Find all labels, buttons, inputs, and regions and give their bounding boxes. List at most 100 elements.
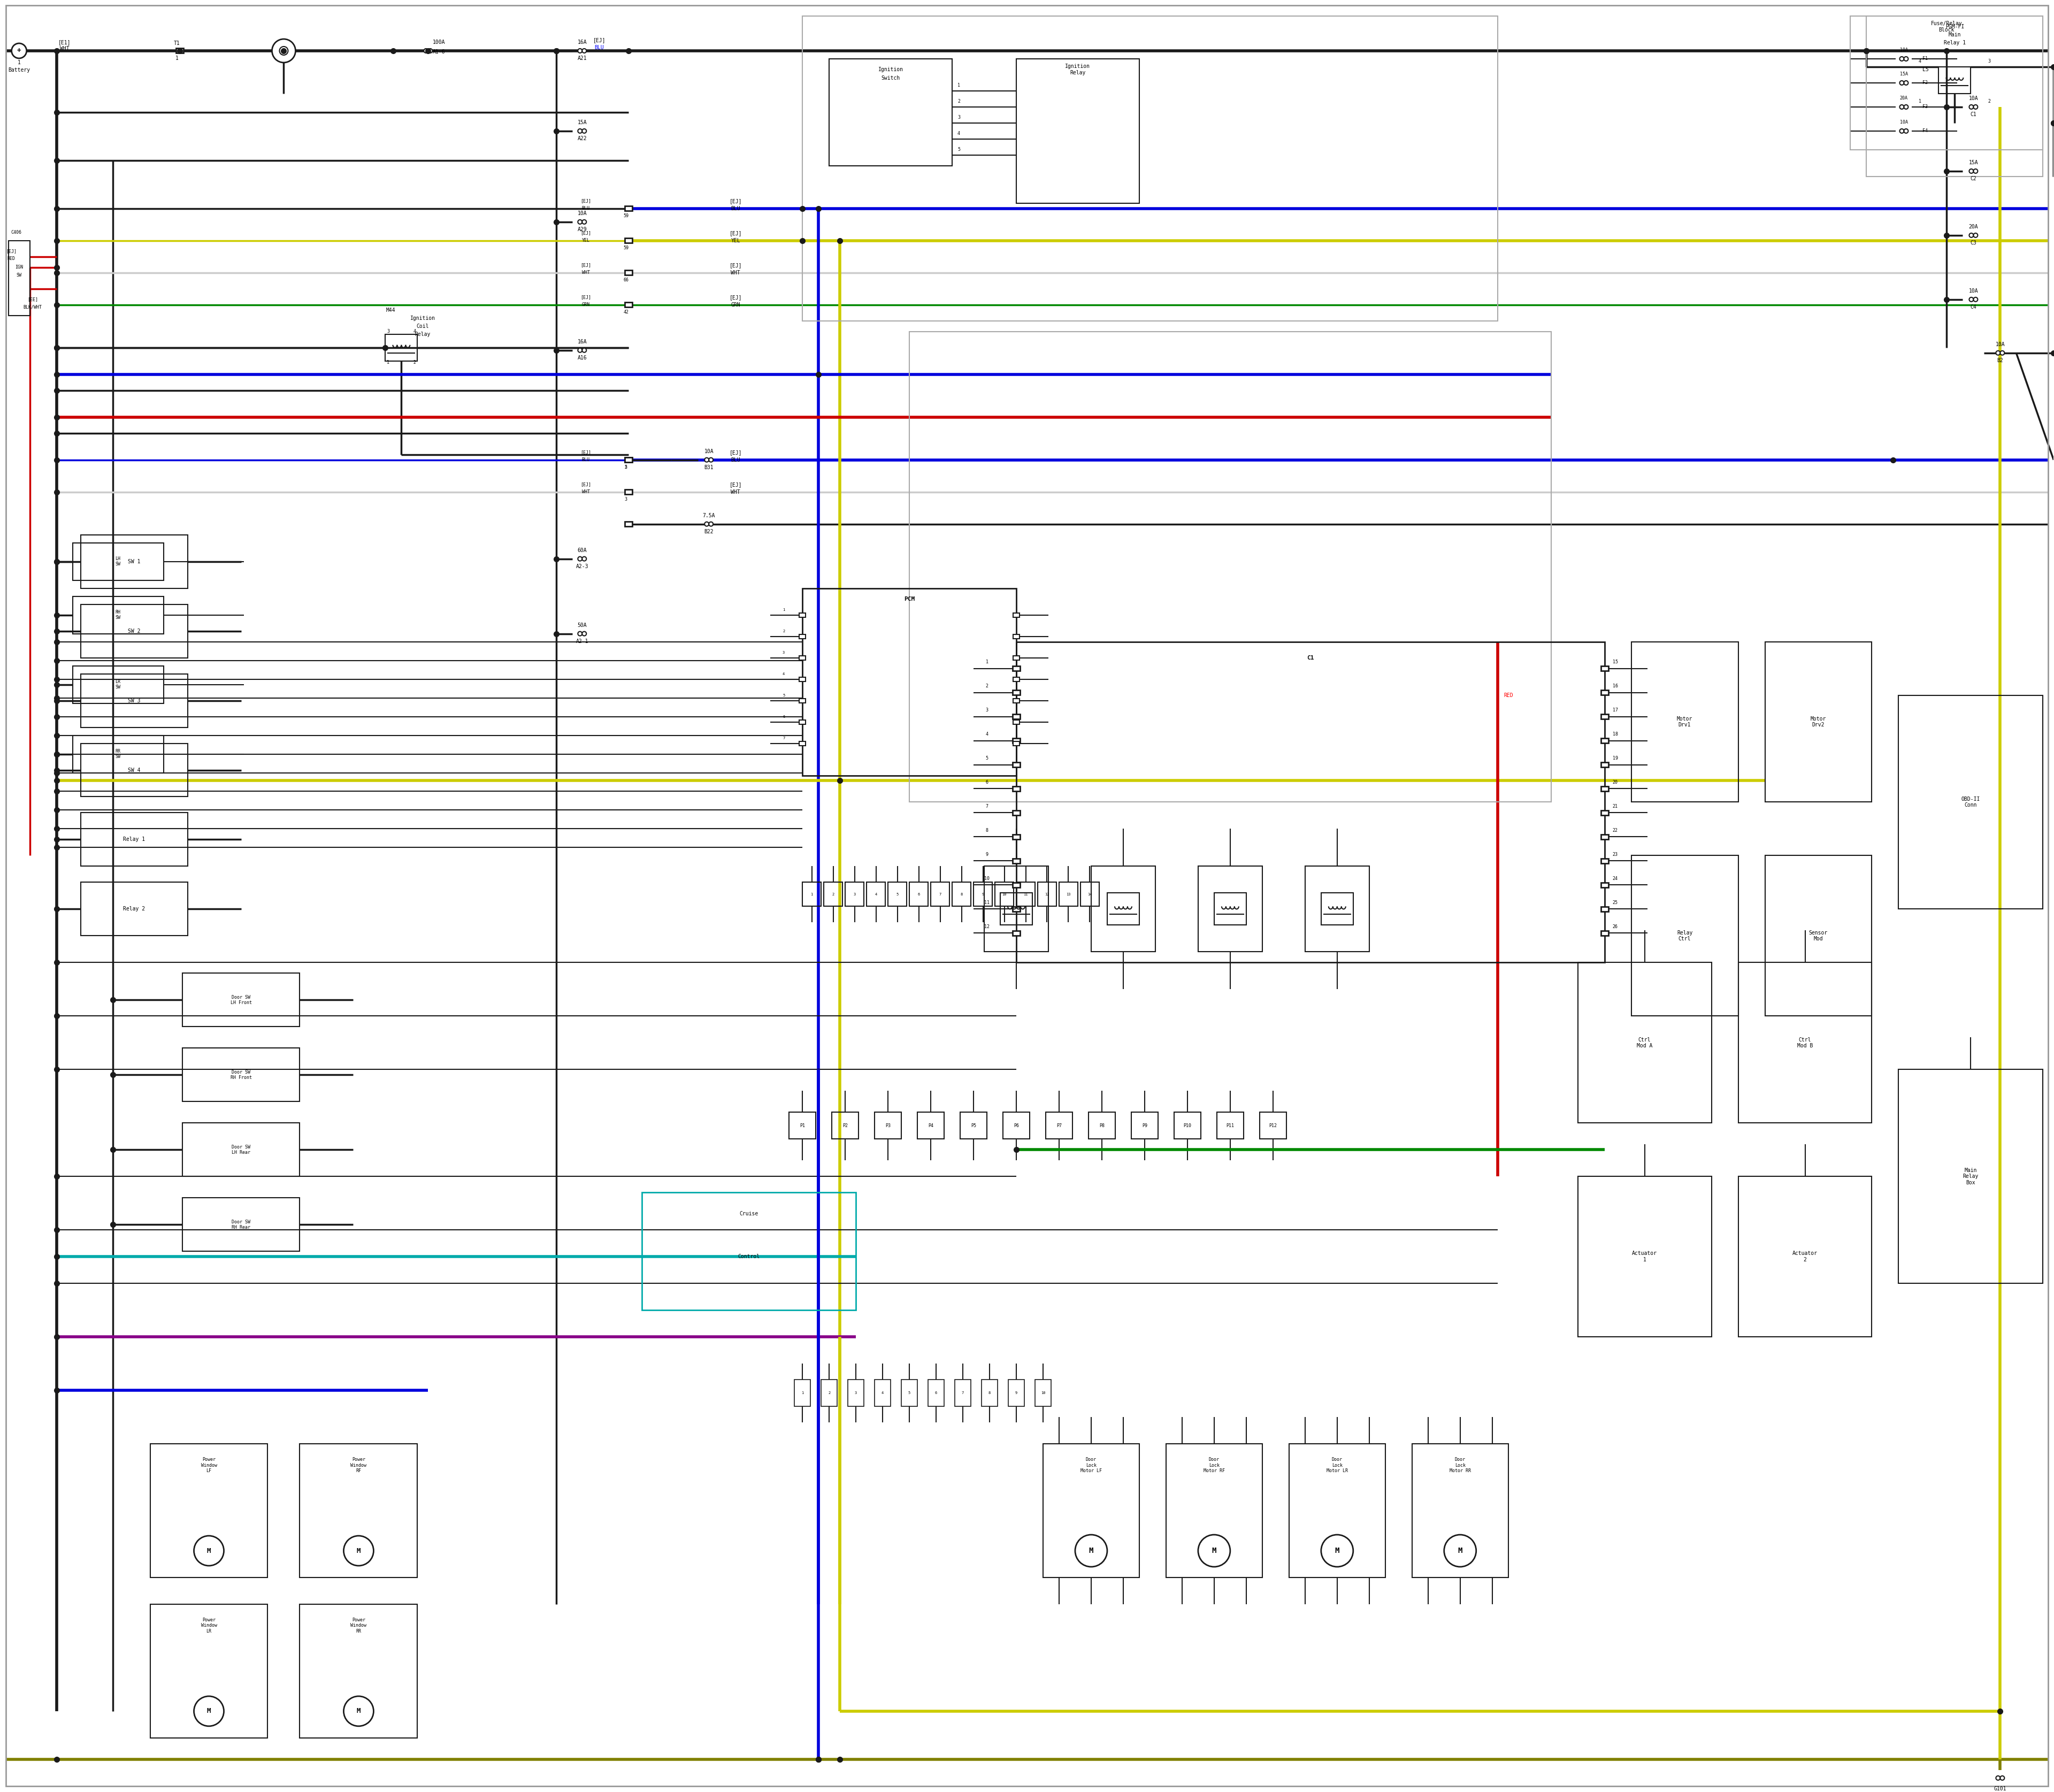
Bar — [1738, 1176, 1871, 1337]
Bar — [177, 48, 183, 54]
Text: 9: 9 — [982, 892, 984, 896]
Circle shape — [1974, 233, 1978, 237]
Text: M: M — [1458, 1546, 1462, 1554]
Text: 14: 14 — [1087, 892, 1093, 896]
Circle shape — [12, 43, 27, 59]
Circle shape — [581, 348, 585, 353]
Bar — [1013, 634, 1019, 638]
Bar — [1060, 882, 1078, 907]
Text: Power
Window
LF: Power Window LF — [201, 1457, 218, 1473]
Text: 5: 5 — [896, 892, 898, 896]
Bar — [1631, 642, 1738, 803]
Text: 1: 1 — [386, 360, 390, 366]
Bar — [1013, 835, 1021, 839]
Bar — [1132, 1113, 1158, 1140]
Text: 4: 4 — [875, 892, 877, 896]
Text: 24: 24 — [1612, 876, 1619, 882]
Bar — [803, 16, 1497, 321]
Bar — [624, 457, 633, 462]
Text: P3: P3 — [885, 1124, 891, 1127]
Text: 9: 9 — [1015, 1391, 1017, 1394]
Text: 6: 6 — [783, 715, 785, 719]
Text: P8: P8 — [1099, 1124, 1105, 1127]
Bar — [1013, 883, 1021, 887]
Text: Relay 1: Relay 1 — [1943, 39, 1966, 45]
Bar — [1045, 1113, 1072, 1140]
Bar — [1167, 1444, 1263, 1577]
Circle shape — [1974, 297, 1978, 301]
Bar — [1002, 1113, 1029, 1140]
Bar — [799, 720, 805, 724]
Circle shape — [709, 457, 713, 462]
Text: M: M — [1212, 1546, 1216, 1554]
Text: M: M — [1089, 1546, 1093, 1554]
Text: P6: P6 — [1013, 1124, 1019, 1127]
Text: M: M — [207, 1546, 212, 1554]
Text: 5: 5 — [957, 147, 959, 152]
Text: 1: 1 — [986, 659, 988, 665]
Text: Switch: Switch — [881, 75, 900, 81]
Text: Door SW
LH Rear: Door SW LH Rear — [232, 1145, 251, 1154]
Text: Ctrl
Mod B: Ctrl Mod B — [1797, 1038, 1814, 1048]
Text: Actuator
2: Actuator 2 — [1793, 1251, 1818, 1262]
Circle shape — [577, 348, 581, 353]
Text: Actuator
1: Actuator 1 — [1633, 1251, 1658, 1262]
Text: 4: 4 — [413, 330, 417, 333]
Text: 4: 4 — [881, 1391, 883, 1394]
Bar — [844, 882, 865, 907]
Bar — [953, 882, 972, 907]
Text: M: M — [357, 1708, 362, 1715]
Text: PCM: PCM — [904, 597, 914, 602]
Bar — [80, 814, 187, 866]
Text: P12: P12 — [1269, 1124, 1278, 1127]
Text: 3: 3 — [854, 1391, 857, 1394]
Text: P5: P5 — [972, 1124, 976, 1127]
Text: [EE]: [EE] — [27, 297, 37, 301]
Circle shape — [271, 39, 296, 63]
Text: 10A: 10A — [1996, 342, 2005, 348]
Text: A2-3: A2-3 — [575, 564, 587, 570]
Text: 10: 10 — [1002, 892, 1006, 896]
Circle shape — [1970, 233, 1974, 237]
Text: BLU: BLU — [581, 206, 589, 211]
Bar — [1043, 1444, 1140, 1577]
Text: P7: P7 — [1056, 1124, 1062, 1127]
Circle shape — [577, 129, 581, 133]
Text: WHT: WHT — [731, 271, 739, 276]
Text: 3: 3 — [783, 650, 785, 654]
Bar — [1013, 907, 1021, 912]
Bar — [624, 271, 633, 276]
Text: 59: 59 — [622, 246, 629, 251]
Text: 1: 1 — [811, 892, 813, 896]
Bar — [928, 1380, 945, 1407]
Text: 16A: 16A — [577, 339, 587, 344]
Bar — [1577, 962, 1711, 1124]
Circle shape — [1974, 104, 1978, 109]
Bar — [1080, 882, 1099, 907]
Circle shape — [427, 48, 433, 54]
Text: 18: 18 — [1612, 731, 1619, 737]
Text: 4: 4 — [1918, 59, 1920, 65]
Text: 7: 7 — [986, 805, 988, 808]
Text: Relay: Relay — [415, 332, 431, 337]
Text: 11: 11 — [1023, 892, 1027, 896]
Text: [EJ]: [EJ] — [729, 482, 741, 487]
Text: 1: 1 — [18, 59, 21, 65]
Text: 3: 3 — [852, 892, 857, 896]
Text: 19: 19 — [1612, 756, 1619, 760]
Text: C1: C1 — [1970, 111, 1976, 116]
Text: Main
Relay
Box: Main Relay Box — [1964, 1168, 1978, 1185]
Text: 10: 10 — [1041, 1391, 1045, 1394]
Text: A29: A29 — [577, 228, 587, 233]
Bar — [1411, 1444, 1508, 1577]
Text: SW 1: SW 1 — [127, 559, 140, 564]
Text: 2: 2 — [624, 464, 626, 470]
Text: [EJ]: [EJ] — [729, 294, 741, 299]
Text: 6: 6 — [935, 1391, 937, 1394]
Bar — [1600, 883, 1608, 887]
Text: M44: M44 — [386, 308, 396, 314]
Bar — [955, 1380, 972, 1407]
Bar — [183, 1197, 300, 1251]
Text: 7: 7 — [939, 892, 941, 896]
Text: M: M — [357, 1546, 362, 1554]
